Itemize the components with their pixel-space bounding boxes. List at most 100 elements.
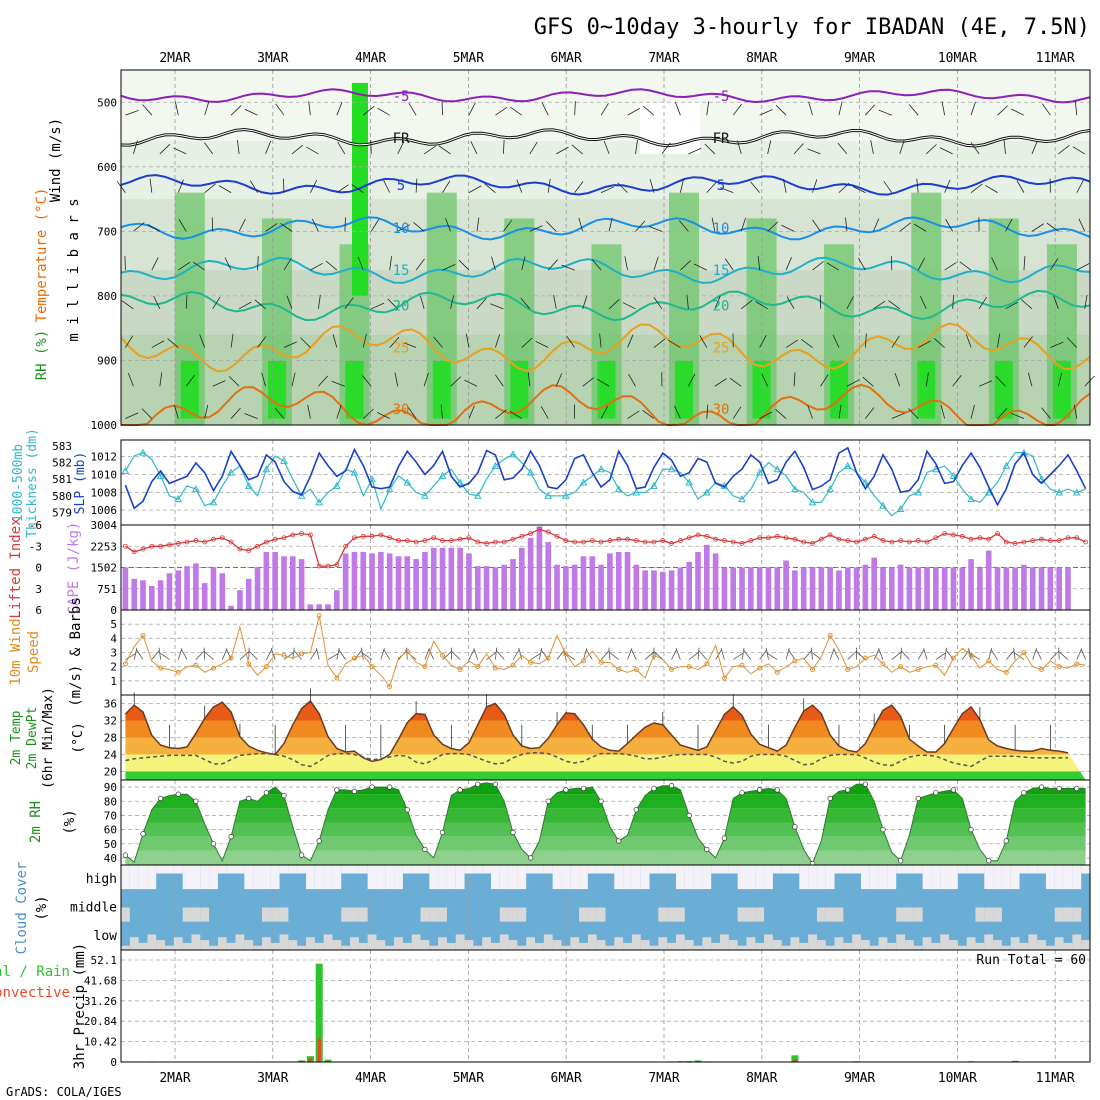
- cape-bar: [466, 553, 472, 610]
- cloud-mid-bar: [984, 907, 994, 922]
- data-point-li: [316, 563, 322, 569]
- cloud-tier-middle: middle: [70, 901, 117, 916]
- data-point-wind: [633, 667, 639, 672]
- cloud-low-bar: [438, 937, 447, 950]
- data-point-rh: [897, 858, 904, 864]
- wind-barb: [293, 650, 302, 660]
- wind-barb: [1050, 258, 1059, 271]
- data-point-rh: [122, 852, 129, 858]
- data-point-li: [554, 533, 560, 539]
- y-tick-label: 500: [97, 96, 117, 109]
- wind-barb: [600, 186, 615, 194]
- cape-bar: [457, 547, 463, 610]
- wind-barb: [464, 379, 478, 387]
- cloud-high-bar: [764, 865, 773, 890]
- cape-bar: [237, 590, 243, 610]
- data-point-wind: [475, 664, 481, 670]
- date-label-bottom: 8MAR: [746, 1071, 777, 1086]
- rh-saturated-core: [917, 360, 936, 419]
- axis-label-minmax: (6hr Min/Max): [41, 687, 56, 789]
- wind-barb: [173, 147, 187, 155]
- wind-barb: [185, 374, 196, 387]
- cloud-low-bar: [209, 945, 218, 950]
- cloud-high-bar: [156, 865, 166, 874]
- cloud-high-bar: [984, 865, 994, 890]
- data-point-li: [651, 539, 657, 545]
- data-point-thickness: [315, 498, 324, 506]
- cloud-low-bar: [755, 942, 765, 950]
- wind-barb: [502, 139, 505, 154]
- y-tick-label: 700: [97, 225, 117, 238]
- cloud-low-bar: [931, 942, 941, 950]
- wind-barb: [310, 262, 323, 271]
- cloud-high-bar: [561, 865, 571, 890]
- data-point-li: [810, 541, 815, 546]
- data-point-li: [827, 532, 833, 538]
- wind-barb: [891, 335, 900, 348]
- cloud-high-bar: [1054, 865, 1064, 890]
- wind-barb: [361, 652, 373, 660]
- wind-barb: [491, 256, 496, 271]
- axis-label-speed: Speed: [26, 631, 42, 673]
- wind-barb: [265, 140, 272, 155]
- isotherm-line: [120, 322, 1091, 373]
- y-tick-label: 32: [104, 715, 117, 728]
- wind-barb: [521, 337, 533, 348]
- data-point-thickness: [755, 468, 764, 476]
- data-point-li: [1083, 539, 1088, 545]
- wind-barb: [891, 651, 902, 660]
- wind-barb: [283, 341, 297, 348]
- date-label-bottom: 6MAR: [551, 1071, 582, 1086]
- axis-label-wind: Wind (m/s): [48, 118, 64, 202]
- cloud-low-bar: [455, 934, 465, 950]
- wind-barb: [714, 295, 721, 309]
- axis-label-slp: SLP (mb): [73, 452, 88, 515]
- data-point-thickness: [438, 471, 447, 479]
- data-point-wind: [440, 652, 446, 658]
- data-point-wind: [1003, 669, 1009, 675]
- cloud-low-bar: [1081, 940, 1090, 950]
- rh-band: [125, 836, 1086, 851]
- cape-bar: [703, 544, 710, 610]
- cloud-low-bar: [1001, 945, 1011, 950]
- y-tick-label: 5: [110, 618, 117, 631]
- cloud-high-bar: [209, 865, 218, 890]
- cape-bar: [334, 590, 340, 610]
- wind-barb: [468, 185, 482, 193]
- data-point-thickness: [579, 478, 588, 486]
- wind-barb: [556, 649, 565, 660]
- wind-barb: [450, 295, 455, 309]
- cloud-high-bar: [358, 865, 368, 874]
- isotherm-label: 30: [713, 402, 730, 418]
- data-point-li: [237, 546, 243, 552]
- y-tick-label-cape: 3004: [91, 519, 118, 532]
- wind-barb: [125, 110, 139, 116]
- data-point-rh: [616, 838, 622, 844]
- cloud-high-bar: [684, 865, 694, 890]
- wind-barb: [978, 296, 988, 310]
- wind-barb: [1076, 648, 1083, 660]
- wind-barb: [228, 376, 240, 387]
- wind-barb: [864, 333, 867, 348]
- data-point-li: [263, 539, 269, 545]
- data-point-thickness: [491, 461, 500, 469]
- data-point-li: [616, 536, 622, 542]
- date-label-bottom: 9MAR: [844, 1071, 875, 1086]
- cloud-low-bar: [288, 940, 298, 950]
- wind-barb: [283, 652, 294, 660]
- cloud-low-bar: [764, 934, 773, 950]
- cloud-mid-bar: [834, 907, 844, 922]
- wind-barb: [204, 404, 209, 419]
- wind-barb: [529, 141, 538, 155]
- data-point-wind: [299, 651, 305, 657]
- data-point-thickness: [280, 456, 288, 464]
- y-tick-label: 10.42: [84, 1036, 117, 1049]
- wind-barb: [362, 106, 375, 116]
- data-point-li: [739, 541, 745, 546]
- wind-barb: [362, 408, 374, 419]
- cloud-high-bar: [869, 865, 879, 890]
- cape-bar: [545, 542, 552, 610]
- data-point-li: [898, 538, 904, 543]
- wind-barb: [808, 101, 813, 116]
- cape-bar: [219, 573, 226, 610]
